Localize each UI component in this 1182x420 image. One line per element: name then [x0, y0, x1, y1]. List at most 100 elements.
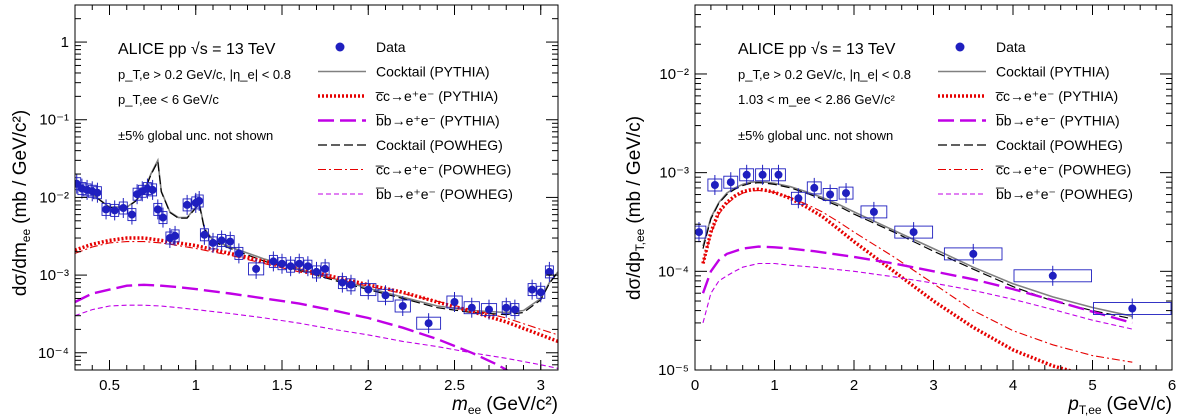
- left-series-line-5: [75, 304, 558, 369]
- right-panel: 0 1 2 3 4 5 6 10⁻⁵ 10⁻⁴ 10⁻³ 10⁻² ALICE pp √s = 13…: [624, 4, 1176, 417]
- left-x-tick-label-1: 1: [192, 377, 200, 394]
- left-data-point-35: [364, 285, 373, 294]
- left-x-axis-main: m: [452, 394, 468, 415]
- right-series-line-4: [701, 245, 1133, 325]
- right-x-tick-label-5: 5: [1088, 377, 1096, 394]
- right-legend-marker-0: [955, 42, 965, 52]
- left-data-point-8: [127, 210, 136, 219]
- left-data-point-38: [424, 319, 433, 328]
- left-data-point-14: [159, 213, 167, 222]
- left-x-axis-units: (GeV/c²): [486, 394, 558, 415]
- left-legend-label-2: c̅c→e⁺e⁻ (PYTHIA): [375, 88, 498, 104]
- left-legend: Data Cocktail (PYTHIA) c̅c→e⁺e⁻ (PYTHIA) b̅…: [318, 39, 513, 202]
- left-series-line-3: [75, 241, 558, 336]
- left-legend-label-0: Data: [376, 39, 406, 55]
- right-y-axis-sub: T,ee: [633, 228, 647, 251]
- left-data-point-31: [312, 267, 321, 276]
- right-legend-label-1: Cocktail (PYTHIA): [996, 64, 1110, 80]
- left-data-point-41: [485, 305, 493, 314]
- right-x-axis-title: pT,ee (GeV/c): [1067, 394, 1172, 417]
- left-data-point-22: [217, 236, 226, 245]
- left-y-tick-label-0: 10⁻⁴: [38, 345, 69, 362]
- right-x-axis-sub: T,ee: [1079, 403, 1102, 417]
- right-x-tick-label-0: 0: [691, 377, 699, 394]
- right-y-axis-main: dσ/dp: [624, 251, 645, 300]
- right-series-group: [695, 164, 1172, 370]
- left-plot-area: [75, 157, 558, 370]
- right-x-axis-units: (GeV/c): [1107, 394, 1172, 415]
- left-data-point-39: [450, 298, 459, 306]
- right-data-point-11: [909, 228, 918, 237]
- right-data-point-8: [826, 190, 835, 199]
- left-data-point-4: [93, 188, 102, 197]
- left-data-point-30: [303, 262, 312, 271]
- right-legend-label-2: c̅c→e⁺e⁻ (PYTHIA): [995, 88, 1118, 104]
- left-data-point-21: [209, 238, 217, 247]
- left-data-point-27: [278, 259, 286, 268]
- right-data-point-13: [1048, 271, 1057, 280]
- left-data-point-6: [110, 206, 119, 215]
- left-y-axis-units: (mb / GeV/c²): [10, 110, 31, 224]
- left-series-line-2: [75, 236, 558, 344]
- right-data-point-1: [710, 181, 719, 189]
- left-y-tick-label-2: 10⁻²: [39, 189, 69, 206]
- left-legend-label-1: Cocktail (PYTHIA): [376, 64, 490, 80]
- right-annotation-line2: 1.03 < m_ee < 2.86 GeV/c²: [738, 92, 895, 107]
- left-legend-label-4: Cocktail (POWHEG): [376, 137, 503, 153]
- left-data-point-36: [381, 291, 390, 300]
- right-x-tick-label-6: 6: [1168, 377, 1176, 394]
- right-annotation-title: ALICE pp √s = 13 TeV: [738, 41, 896, 58]
- right-x-tick-label-3: 3: [929, 377, 937, 394]
- right-data-point-9: [842, 189, 850, 198]
- left-data-point-45: [536, 288, 545, 297]
- left-legend-label-3: b̅b→e⁺e⁻ (PYTHIA): [375, 113, 500, 129]
- left-data-point-12: [148, 185, 157, 194]
- left-data-point-33: [338, 278, 347, 287]
- left-series-line-4: [75, 283, 510, 370]
- right-legend-label-0: Data: [996, 39, 1026, 55]
- left-x-tick-label-2: 1.5: [272, 377, 293, 394]
- right-x-axis-main: p: [1067, 394, 1079, 415]
- right-axis-ticks: 0 1 2 3 4 5 6 10⁻⁵ 10⁻⁴ 10⁻³ 10⁻²: [658, 4, 1176, 394]
- left-data-point-24: [234, 249, 243, 258]
- left-x-tick-label-0: 0.5: [99, 377, 120, 394]
- right-legend-label-6: b̅b→e⁺e⁻ (POWHEG): [995, 186, 1133, 202]
- left-y-tick-label-4: 1: [61, 34, 69, 51]
- left-data-point-13: [153, 205, 162, 214]
- right-data-point-7: [810, 183, 819, 192]
- left-data-point-7: [119, 204, 128, 212]
- left-legend-label-6: b̅b→e⁺e⁻ (POWHEG): [375, 186, 513, 202]
- left-data-point-46: [545, 267, 554, 276]
- right-data-point-3: [742, 170, 751, 179]
- right-data-point-12: [969, 249, 978, 258]
- left-data-point-40: [467, 303, 476, 312]
- left-annotation-title: ALICE pp √s = 13 TeV: [118, 41, 276, 58]
- left-x-tick-label-3: 2: [364, 377, 372, 394]
- left-data-point-16: [171, 231, 180, 240]
- left-data-point-5: [102, 205, 110, 214]
- right-x-tick-label-4: 4: [1009, 377, 1017, 394]
- right-series-line-2: [701, 187, 1074, 370]
- right-y-axis-title: dσ/dpT,ee (mb / GeV/c): [624, 116, 647, 300]
- left-y-axis-sub: ee: [19, 229, 33, 243]
- left-series-group: [75, 157, 558, 370]
- left-data-point-32: [321, 264, 330, 273]
- left-axis-ticks: 0.5 1 1.5 2 2.5 3 10⁻⁴ 10⁻³ 10⁻² 10⁻¹ 1: [38, 4, 559, 394]
- right-legend: Data Cocktail (PYTHIA) c̅c→e⁺e⁻ (PYTHIA) b̅…: [938, 39, 1133, 202]
- left-data-point-17: [183, 200, 192, 209]
- left-data-point-44: [528, 285, 537, 294]
- right-legend-label-5: c̅c→e⁺e⁻ (POWHEG): [995, 162, 1132, 178]
- left-y-tick-label-3: 10⁻¹: [39, 112, 69, 129]
- right-y-tick-label-3: 10⁻²: [659, 66, 689, 83]
- right-series-line-5: [702, 262, 1133, 330]
- right-x-tick-label-1: 1: [770, 377, 778, 394]
- right-annotation-line3: ±5% global unc. not shown: [738, 128, 893, 143]
- right-data-point-6: [794, 194, 803, 203]
- right-legend-label-4: Cocktail (POWHEG): [996, 137, 1123, 153]
- right-legend-label-3: b̅b→e⁺e⁻ (PYTHIA): [995, 113, 1120, 129]
- left-y-axis-main: dσ/dm: [10, 242, 31, 296]
- right-plot-area: [695, 164, 1172, 370]
- left-data-point-25: [252, 264, 261, 273]
- left-x-axis-sub: ee: [468, 403, 482, 417]
